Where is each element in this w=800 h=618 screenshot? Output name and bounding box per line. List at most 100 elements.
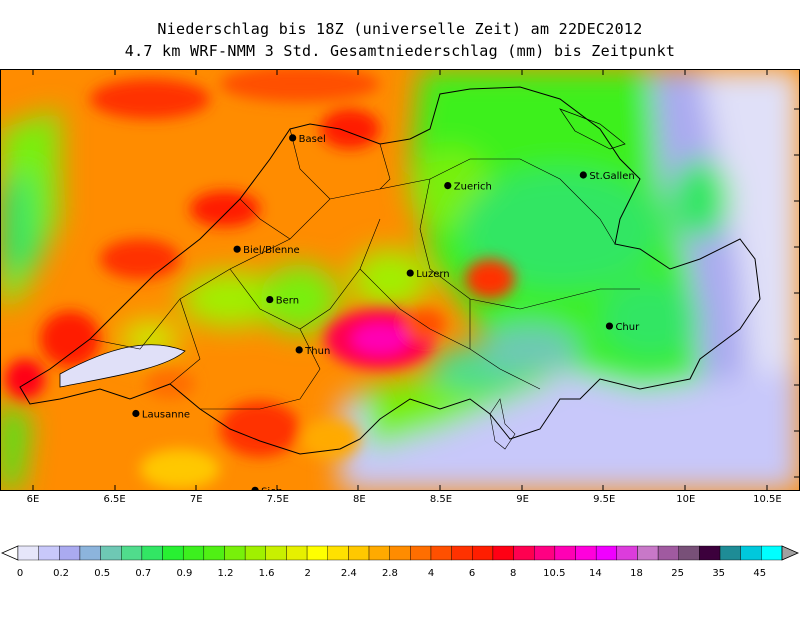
- precip-field: [0, 69, 800, 491]
- colorbar-swatch: [451, 545, 473, 561]
- city-marker: [233, 245, 241, 253]
- colorbar-swatch: [389, 545, 411, 561]
- city-label: Basel: [299, 134, 326, 145]
- colorbar-left-arrow: [1, 545, 19, 561]
- colorbar-swatch: [513, 545, 535, 561]
- colorbar-label: 0: [16, 568, 24, 579]
- colorbar-swatch: [348, 545, 370, 561]
- lake-constance: [559, 108, 626, 150]
- city-marker: [579, 171, 587, 179]
- city-marker: [444, 182, 452, 190]
- colorbar-swatch: [224, 545, 246, 561]
- city-marker: [266, 295, 274, 304]
- title-line-2: 4.7 km WRF-NMM 3 Std. Gesamtniederschlag…: [124, 42, 676, 60]
- colorbar-label: 18: [630, 568, 643, 579]
- city-label: Bern: [276, 296, 299, 307]
- colorbar-labels: 0 0.2 0.5 0.7 0.9 1.2 1.6 2 2.4 2.8 4 6 8 10.5 14 18 25 3…: [0, 568, 800, 582]
- colorbar-label: 35: [712, 568, 726, 579]
- longitude-label: 8E: [353, 494, 366, 505]
- city-label: Luzern: [416, 269, 449, 280]
- colorbar-label: 2.8: [381, 568, 398, 579]
- city-label: Biel/Bienne: [243, 245, 300, 256]
- city-marker: [605, 322, 614, 330]
- longitude-label: 10E: [676, 494, 696, 505]
- colorbar-svg: [1, 545, 799, 561]
- colorbar-label: 1.6: [258, 568, 275, 579]
- colorbar-label: 45: [753, 568, 767, 579]
- city-label: Zuerich: [454, 182, 492, 193]
- longitude-axis: 6E 6.5E 7E 7.5E 8E 8.5E 9E 9.5E 10E 10.5E: [0, 491, 800, 509]
- colorbar-swatch: [38, 545, 60, 561]
- colorbar-label: 0.7: [135, 568, 152, 579]
- colorbar-swatch: [286, 545, 308, 561]
- longitude-label: 6.5E: [103, 494, 126, 505]
- colorbar-label: 0.9: [176, 568, 193, 579]
- colorbar-label: 4: [427, 568, 435, 579]
- colorbar-label: 10.5: [543, 568, 566, 579]
- precipitation-map: Basel Zuerich St.Gallen Biel/Bienne Luzern Be…: [0, 69, 800, 558]
- colorbar-swatch: [162, 545, 184, 561]
- city-marker: [295, 346, 303, 354]
- colorbar-swatch: [203, 545, 225, 561]
- country-border: [19, 86, 761, 455]
- colorbar-swatch: [657, 545, 679, 561]
- city-marker: [289, 134, 297, 142]
- colorbar-swatch: [616, 545, 638, 561]
- colorbar-label: 1.2: [217, 568, 234, 579]
- colorbar-swatch: [430, 545, 452, 561]
- colorbar-label: 2.4: [340, 568, 357, 579]
- colorbar-swatch: [327, 545, 349, 561]
- city-label: St.Gallen: [589, 171, 634, 182]
- colorbar-swatch: [265, 545, 287, 561]
- colorbar-label: 0.2: [53, 568, 70, 579]
- city-marker: [406, 269, 414, 277]
- city-label: Thun: [304, 346, 330, 357]
- longitude-label: 10.5E: [753, 494, 782, 505]
- colorbar-swatch: [59, 545, 81, 561]
- colorbar-swatch: [575, 545, 597, 561]
- colorbar-right-arrow: [781, 545, 799, 561]
- colorbar-swatch: [595, 545, 618, 561]
- colorbar-swatch: [534, 545, 556, 561]
- map-svg: Basel Zuerich St.Gallen Biel/Bienne Luzern Be…: [0, 69, 800, 558]
- colorbar-swatch: [182, 545, 205, 561]
- colorbar-label: 25: [671, 568, 684, 579]
- colorbar-swatch: [719, 545, 741, 561]
- colorbar-swatch: [678, 545, 700, 561]
- colorbar-swatch: [244, 545, 266, 561]
- colorbar-swatch: [100, 545, 122, 561]
- colorbar-swatch: [141, 545, 163, 561]
- colorbar-swatch: [410, 545, 432, 561]
- colorbar-swatch: [306, 545, 328, 561]
- longitude-label: 7.5E: [266, 494, 289, 505]
- colorbar-swatch: [740, 545, 762, 561]
- colorbar-swatch: [121, 545, 143, 561]
- colorbar-swatch: [368, 545, 390, 561]
- colorbar-swatch: [472, 545, 494, 561]
- colorbar-swatch: [699, 545, 721, 561]
- longitude-label: 7E: [189, 494, 203, 505]
- colorbar-label: 8: [510, 568, 517, 579]
- colorbar-swatch: [637, 545, 659, 561]
- longitude-label: 9E: [516, 494, 529, 505]
- city-label: Lausanne: [142, 410, 190, 421]
- city-label: Chur: [615, 322, 640, 333]
- colorbar-swatch: [554, 545, 576, 561]
- lake-lugano: [489, 398, 516, 450]
- colorbar-swatch: [761, 545, 783, 561]
- longitude-label: 9.5E: [593, 494, 616, 505]
- colorbar-label: 0.5: [94, 568, 111, 579]
- colorbar-label: 6: [468, 568, 476, 579]
- longitude-label: 6E: [26, 494, 40, 505]
- canton-borders: [89, 128, 640, 410]
- colorbar: [0, 543, 800, 563]
- longitude-label: 8.5E: [429, 494, 453, 505]
- colorbar-swatch: [79, 545, 101, 561]
- colorbar-swatch: [17, 545, 39, 561]
- colorbar-swatch: [492, 545, 514, 561]
- lake-geneva: [59, 344, 186, 388]
- colorbar-label: 2: [304, 568, 311, 579]
- title-line-1: Niederschlag bis 18Z (universelle Zeit) …: [157, 20, 643, 38]
- city-marker: [132, 409, 140, 418]
- colorbar-label: 14: [589, 568, 602, 579]
